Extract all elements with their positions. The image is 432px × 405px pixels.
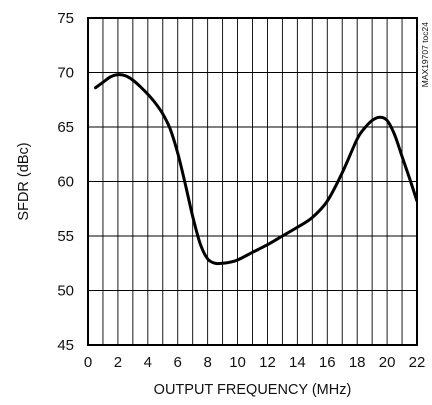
plot-frame	[87, 17, 418, 346]
x-tick-label: 18	[349, 354, 366, 371]
y-tick-label: 45	[57, 337, 74, 354]
y-tick-label: 65	[57, 119, 74, 136]
data-series	[93, 73, 417, 266]
y-tick-label: 75	[57, 10, 74, 27]
x-tick-label: 8	[203, 354, 211, 371]
x-tick-label: 12	[259, 354, 276, 371]
x-tick-label: 20	[379, 354, 396, 371]
figure-id-annotation: MAX19707 toc24	[420, 22, 430, 87]
x-axis-title: OUTPUT FREQUENCY (MHz)	[154, 382, 352, 398]
x-tick-label: 2	[114, 354, 122, 371]
x-tick-label: 0	[84, 354, 92, 371]
y-tick-label: 55	[57, 228, 74, 245]
x-tick-label: 6	[174, 354, 182, 371]
x-tick-label: 16	[319, 354, 336, 371]
y-tick-label: 50	[57, 283, 74, 300]
y-axis-title: SFDR (dBc)	[16, 142, 32, 220]
x-tick-label: 14	[289, 354, 306, 371]
sfdr-series-line	[93, 73, 417, 266]
gridlines	[87, 17, 418, 346]
x-tick-label: 10	[229, 354, 246, 371]
tick-labels: 0 2 4 6 8 10 12 14 16 18 20 22 45 50 55 60 65 70 75	[57, 10, 425, 371]
y-tick-label: 70	[57, 65, 74, 82]
x-tick-label: 4	[144, 354, 152, 371]
x-tick-label: 22	[409, 354, 426, 371]
y-tick-label: 60	[57, 174, 74, 191]
